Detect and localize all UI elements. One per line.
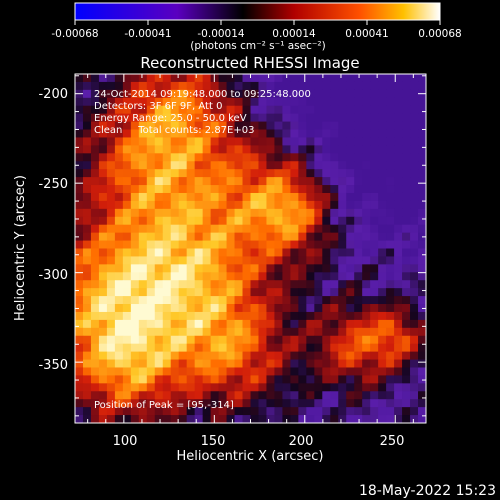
colorbar: -0.00068 -0.00041 -0.00014 0.00014 0.000… [51, 2, 462, 52]
chart-title: Reconstructed RHESSI Image [140, 54, 359, 72]
axis-tick-marks [75, 74, 426, 423]
annotation-detectors: Detectors: 3F 6F 9F, Att 0 [94, 101, 222, 112]
colorbar-tick-label: -0.00014 [197, 28, 245, 40]
x-tick-label: 150 [201, 434, 226, 449]
annotation-counts: Clean Total counts: 2.87E+03 [94, 125, 254, 136]
y-tick-label: -200 [38, 87, 68, 102]
colorbar-tick-label: -0.00041 [124, 28, 171, 40]
colorbar-unit-label: (photons cm⁻² s⁻¹ asec⁻²) [190, 40, 325, 52]
timestamp: 18-May-2022 15:23 [359, 483, 496, 499]
annotation-peak: Position of Peak = [95,-314] [94, 400, 234, 411]
heatmap-image [75, 74, 426, 423]
annotation-time-range: 24-Oct-2014 09:19:48.000 to 09:25:48.000 [94, 89, 311, 100]
colorbar-tick-marks [74, 20, 441, 25]
y-tick-label: -350 [38, 358, 68, 373]
y-tick-label: -300 [38, 268, 68, 283]
x-tick-label: 100 [113, 434, 138, 449]
colorbar-tick-label: 0.00014 [272, 28, 316, 40]
annotation-energy: Energy Range: 25.0 - 50.0 keV [94, 113, 247, 124]
x-tick-label: 200 [289, 434, 314, 449]
x-tick-label: 250 [380, 434, 405, 449]
y-tick-label: -250 [38, 177, 68, 192]
colorbar-gradient [74, 2, 441, 21]
x-axis-label: Heliocentric X (arcsec) [177, 449, 324, 464]
y-axis-label: Heliocentric Y (arcsec) [13, 175, 28, 321]
colorbar-tick-label: -0.00068 [51, 28, 98, 40]
colorbar-tick-label: 0.00041 [345, 28, 388, 40]
colorbar-tick-label: 0.00068 [418, 28, 461, 40]
